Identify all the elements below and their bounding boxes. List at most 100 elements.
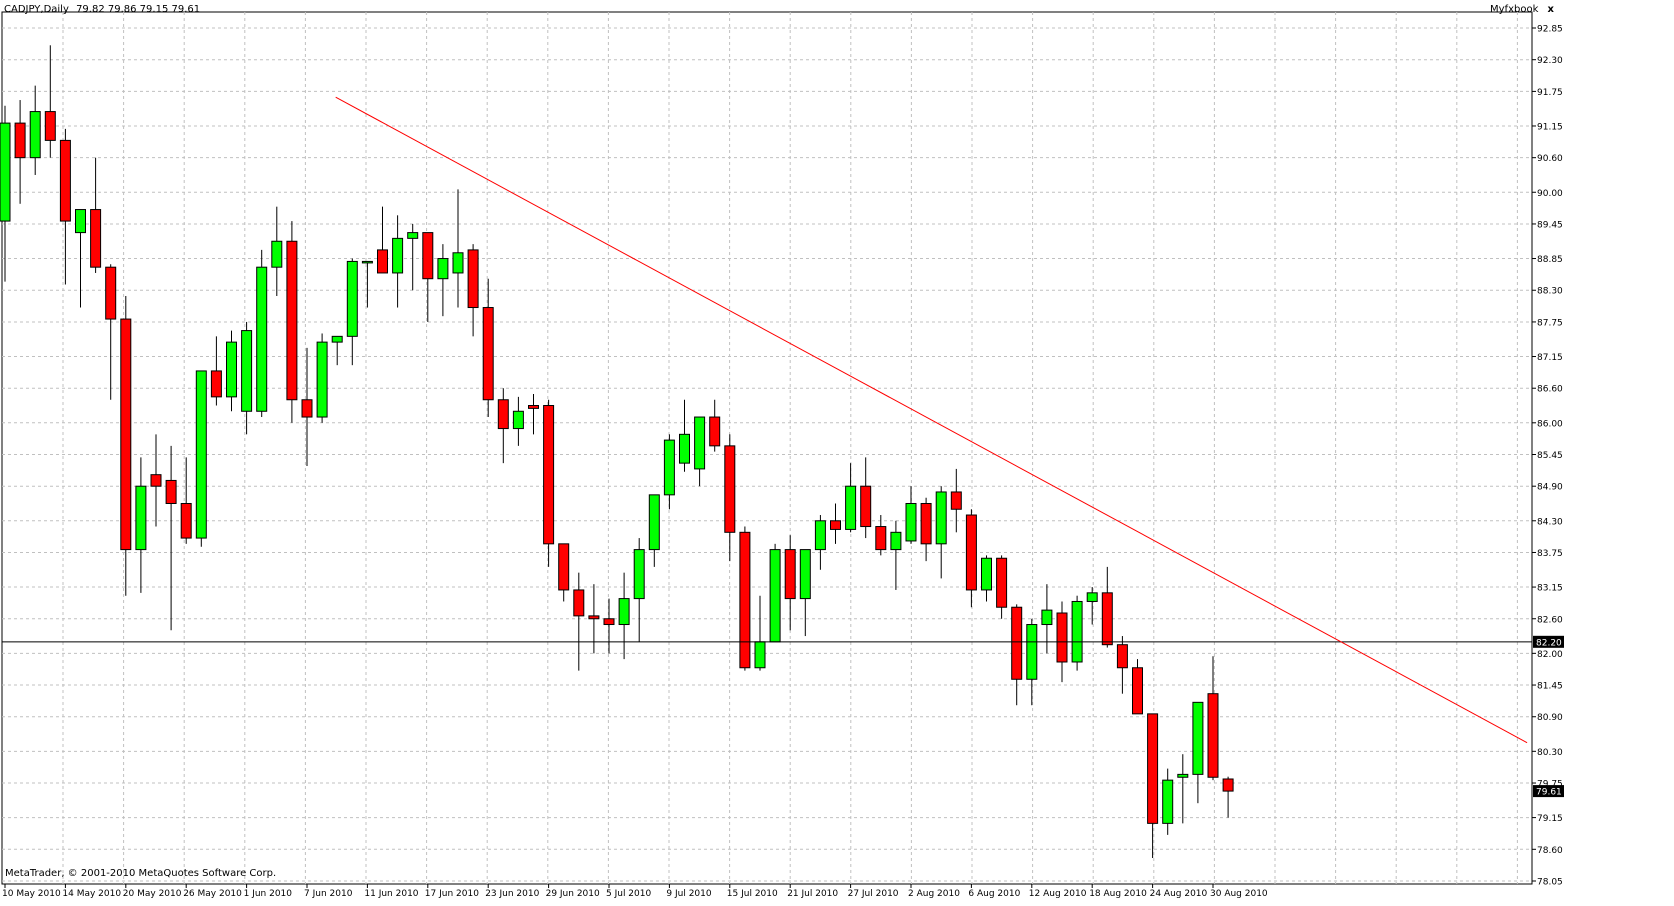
candle [361, 260, 373, 308]
candle [422, 232, 434, 322]
y-tick-label: 87.75 [1537, 318, 1563, 328]
trend-line [335, 96, 1528, 744]
candle [996, 555, 1008, 619]
candle-body-bull [29, 111, 41, 159]
candle [663, 434, 675, 510]
candle [1222, 776, 1234, 818]
candle-body-bull [75, 209, 86, 234]
plot-frame [1, 11, 1533, 885]
candle-body-bear [784, 549, 796, 600]
candle-body-bear [1222, 778, 1234, 792]
x-tick-label: 20 May 2010 [123, 889, 182, 899]
symbol-label: CADJPY,Daily [4, 4, 69, 15]
candle-body-bull [754, 641, 766, 669]
candle [331, 335, 343, 366]
candle [814, 515, 826, 570]
candle [1132, 659, 1143, 715]
x-tick-label: 9 Jul 2010 [666, 889, 711, 899]
symbol-header: CADJPY,Daily 79.82 79.86 79.15 79.61 [4, 4, 204, 15]
y-tick-label: 88.30 [1537, 287, 1563, 297]
y-tick-label: 78.60 [1537, 846, 1563, 856]
x-tick-label: 18 Aug 2010 [1089, 889, 1147, 899]
x-tick-label: 2 Aug 2010 [908, 889, 960, 899]
candle-body-bull [1041, 609, 1053, 626]
candle [75, 209, 86, 308]
candle [875, 515, 887, 556]
candle [965, 509, 977, 608]
candle-body-bear [724, 445, 736, 533]
candle [135, 457, 147, 593]
candle-body-bull [890, 531, 902, 551]
candle-body-bear [996, 557, 1008, 608]
candle [482, 278, 494, 418]
candle [1147, 713, 1159, 858]
candle [528, 393, 539, 435]
close-icon[interactable]: x [1547, 4, 1554, 15]
y-tick-label: 80.30 [1537, 748, 1563, 758]
candle-body-bull [0, 122, 11, 222]
candle [603, 598, 615, 654]
candle [301, 347, 313, 467]
y-tick-label: 79.15 [1537, 814, 1563, 824]
candle [709, 399, 721, 452]
candle-body-bull [814, 520, 826, 551]
y-tick-label: 89.45 [1537, 220, 1563, 230]
candle-body-bull [679, 433, 690, 464]
candle-body-bear [830, 520, 841, 530]
candle-body-bear [59, 139, 71, 222]
candle [633, 538, 645, 642]
y-tick-label: 92.85 [1537, 25, 1563, 35]
candle [256, 249, 268, 418]
candle [739, 526, 751, 671]
x-tick-label: 26 May 2010 [183, 889, 242, 899]
candle-body-bear [1011, 606, 1023, 680]
candle [860, 457, 872, 539]
x-tick-label: 10 May 2010 [2, 889, 61, 899]
y-tick-label: 81.45 [1537, 682, 1563, 692]
candle [573, 572, 585, 671]
candle [1192, 701, 1204, 804]
candle [90, 157, 102, 273]
candle [497, 388, 509, 464]
indicator-panel-title: Myfxbook x [1490, 4, 1554, 15]
x-tick-label: 27 Jul 2010 [848, 889, 899, 899]
candle [784, 535, 796, 631]
price-tag-label: 79.61 [1536, 788, 1562, 798]
candle [452, 189, 464, 308]
y-tick-label: 78.05 [1537, 878, 1563, 888]
candle-body-bull [618, 598, 630, 626]
candle [437, 244, 449, 317]
candle-body-bear [482, 307, 494, 401]
candle [120, 296, 132, 596]
candle-body-bull [241, 330, 253, 412]
candle [286, 221, 298, 423]
candle-body-bull [981, 557, 992, 591]
candle-body-bear [210, 370, 222, 398]
x-tick-label: 17 Jun 2010 [425, 889, 479, 899]
candle-body-bull [694, 416, 706, 470]
candle-body-bear [301, 399, 313, 418]
candle [1086, 587, 1098, 625]
x-tick-label: 7 Jun 2010 [304, 889, 353, 899]
y-tick-label: 86.60 [1537, 385, 1563, 395]
candle [920, 497, 932, 562]
candle [105, 264, 117, 400]
candle [512, 396, 524, 446]
candle [981, 555, 992, 602]
x-tick-label: 12 Aug 2010 [1029, 889, 1087, 899]
x-tick-label: 29 Jun 2010 [546, 889, 600, 899]
candle-body-bear [422, 232, 434, 280]
candle-body-bear [528, 405, 539, 409]
candle-body-bull [905, 502, 917, 542]
candle-body-bull [256, 266, 268, 412]
candle-body-bear [573, 589, 585, 617]
y-tick-label: 87.15 [1537, 353, 1563, 363]
candle-body-bull [1192, 701, 1204, 775]
candle [558, 543, 570, 602]
candle-body-bear [286, 240, 298, 401]
candle [150, 434, 162, 527]
candle [316, 333, 328, 423]
candle [679, 399, 690, 472]
